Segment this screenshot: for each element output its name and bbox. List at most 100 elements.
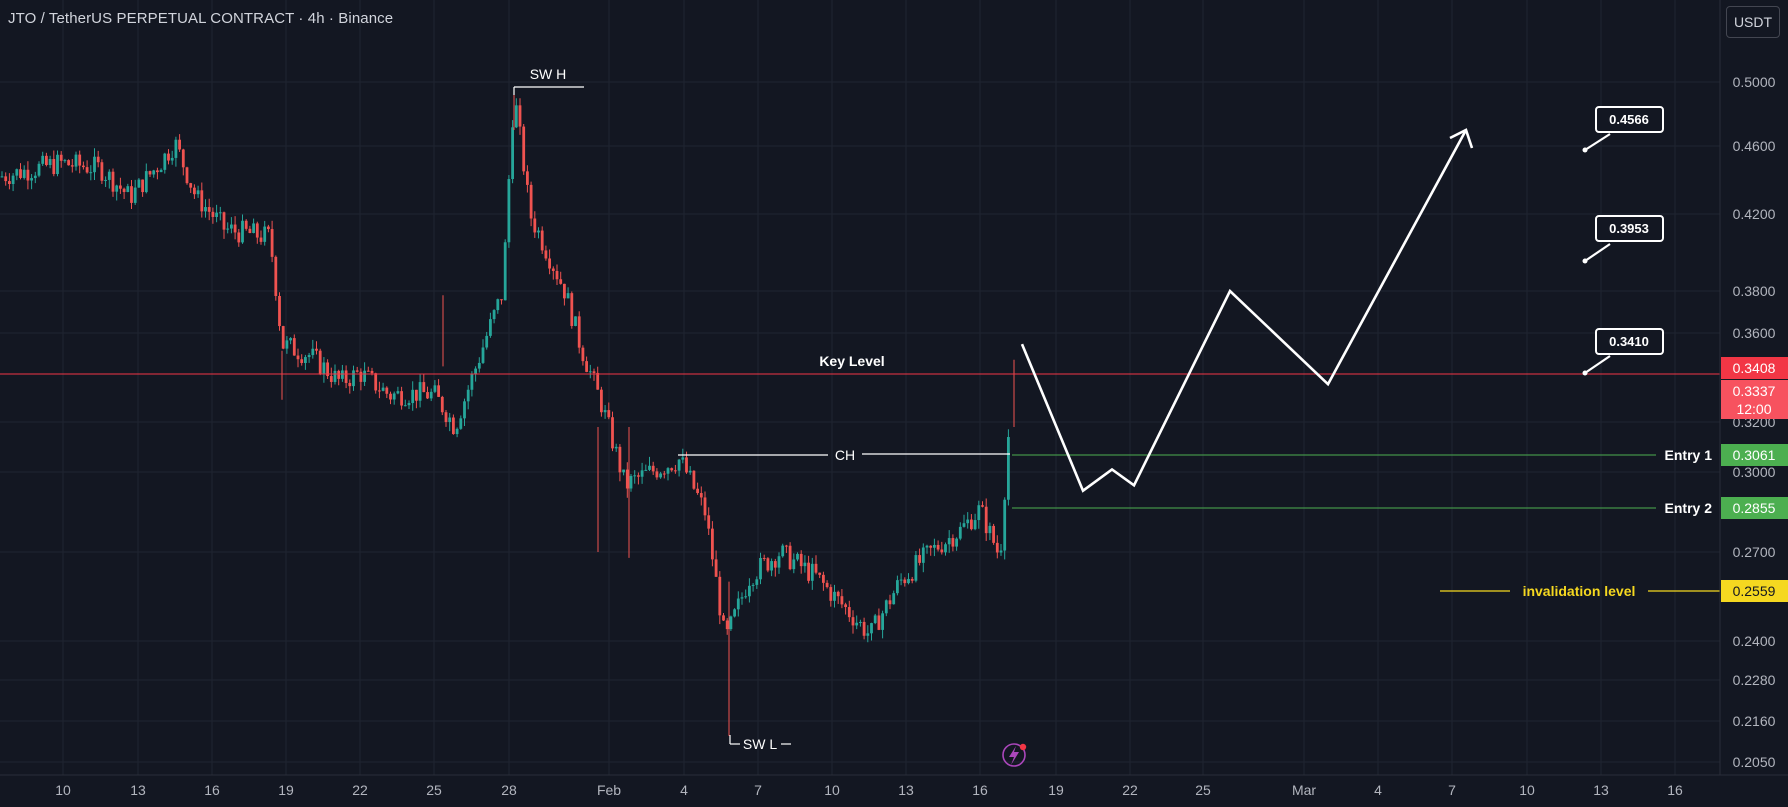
candle-body (415, 389, 418, 401)
candle-body (489, 319, 492, 336)
candle-body (662, 473, 666, 475)
time-tick-label: Feb (597, 782, 621, 798)
candle-body (230, 224, 233, 229)
time-tick-label: 4 (680, 782, 688, 798)
projection-path (1020, 129, 1468, 493)
candle-body (762, 557, 766, 559)
candle-body (378, 390, 381, 392)
time-tick-label: 10 (55, 782, 71, 798)
candle-body (892, 593, 896, 605)
candle-body (237, 232, 241, 243)
candle-body (773, 561, 777, 568)
price-mark-last-bg (1721, 380, 1788, 419)
target-callout-3-box (1595, 328, 1664, 355)
candle-body (692, 470, 696, 489)
time-tick-label: 13 (1593, 782, 1609, 798)
candle-body (281, 326, 285, 349)
candle-body (144, 171, 148, 193)
candle-body (685, 457, 688, 473)
candle-body (1003, 499, 1007, 551)
target-callout-3[interactable]: 0.3410 (1582, 328, 1664, 376)
candle-body (333, 370, 337, 382)
candle-body (270, 229, 274, 257)
candle-body (407, 403, 411, 406)
candle-body (148, 171, 152, 175)
candle-body (315, 348, 318, 351)
candle-body (104, 179, 107, 181)
candle-body (814, 563, 818, 573)
candle-body (481, 347, 485, 363)
candle-body (699, 493, 703, 498)
candle-body (41, 155, 45, 164)
candle-body (119, 185, 122, 189)
candle-body (440, 396, 444, 413)
candle-body (740, 597, 744, 599)
candle-body (785, 545, 788, 547)
target-callout-1-leader (1584, 133, 1611, 151)
candle-body (803, 562, 807, 567)
target-callout-1[interactable]: 0.4566 (1582, 106, 1664, 153)
time-tick-label: 7 (754, 782, 762, 798)
candle-body (193, 187, 196, 195)
candle-body (130, 186, 133, 203)
time-axis[interactable]: 10 13 16 19 22 25 28 Feb 4 7 10 13 16 19 22 25 Mar 4 7 10 13… (55, 782, 1683, 798)
candle-body (181, 149, 185, 168)
candle-body (455, 428, 459, 435)
candle-body (352, 370, 355, 387)
candle-body (603, 410, 607, 413)
time-tick-label: 22 (352, 782, 368, 798)
candle-body (0, 176, 4, 178)
candle-body (85, 167, 89, 173)
candle-body (792, 559, 796, 570)
candle-body (452, 417, 455, 435)
candle-body (988, 525, 992, 534)
currency-button[interactable]: USDT (1726, 6, 1780, 38)
candle-body (559, 279, 563, 284)
candle-body (729, 616, 733, 630)
candle-body (703, 497, 707, 516)
candle-body (548, 258, 551, 269)
time-tick-label: 22 (1122, 782, 1138, 798)
candle-body (278, 295, 281, 327)
candle-body (285, 340, 289, 349)
candle-body (22, 169, 26, 178)
swing-high-label: SW H (530, 66, 567, 82)
target-callout-2[interactable]: 0.3953 (1582, 215, 1664, 264)
candle-body (984, 506, 988, 534)
candle-body (403, 405, 407, 407)
candle-body (555, 270, 559, 280)
candle-body (751, 584, 755, 586)
candle-body (899, 579, 903, 581)
candle-body (958, 526, 962, 539)
candle-body (433, 385, 437, 392)
candle-body (563, 283, 566, 299)
candle-body (766, 558, 770, 571)
candle-body (74, 154, 78, 167)
candle-body (840, 596, 844, 605)
price-mark-entry2-label: 0.2855 (1733, 500, 1776, 516)
time-tick-label: 16 (972, 782, 988, 798)
candle-body (666, 468, 670, 474)
candle-body (141, 179, 144, 193)
candle-body (363, 370, 366, 382)
candle-body (629, 475, 633, 489)
candle-body (881, 613, 884, 630)
candle-body (78, 154, 82, 166)
candle-body (300, 359, 304, 364)
candle-body (418, 382, 422, 401)
candle-body (437, 385, 440, 397)
price-axis[interactable]: 0.50000.46000.42000.38000.36000.32000.30… (1733, 74, 1776, 770)
target-callout-2-leader (1584, 243, 1611, 262)
candle-body (681, 457, 685, 460)
projection-arrowhead (1449, 128, 1474, 149)
lightning-icon[interactable] (1002, 743, 1027, 767)
candle-body (389, 393, 392, 400)
candle-body (951, 538, 955, 547)
candle-body (929, 545, 933, 548)
candle-body (903, 579, 907, 584)
candle-body (522, 126, 526, 172)
candle-body (1007, 437, 1010, 500)
candle-body (226, 228, 230, 230)
candle-body (122, 188, 126, 192)
